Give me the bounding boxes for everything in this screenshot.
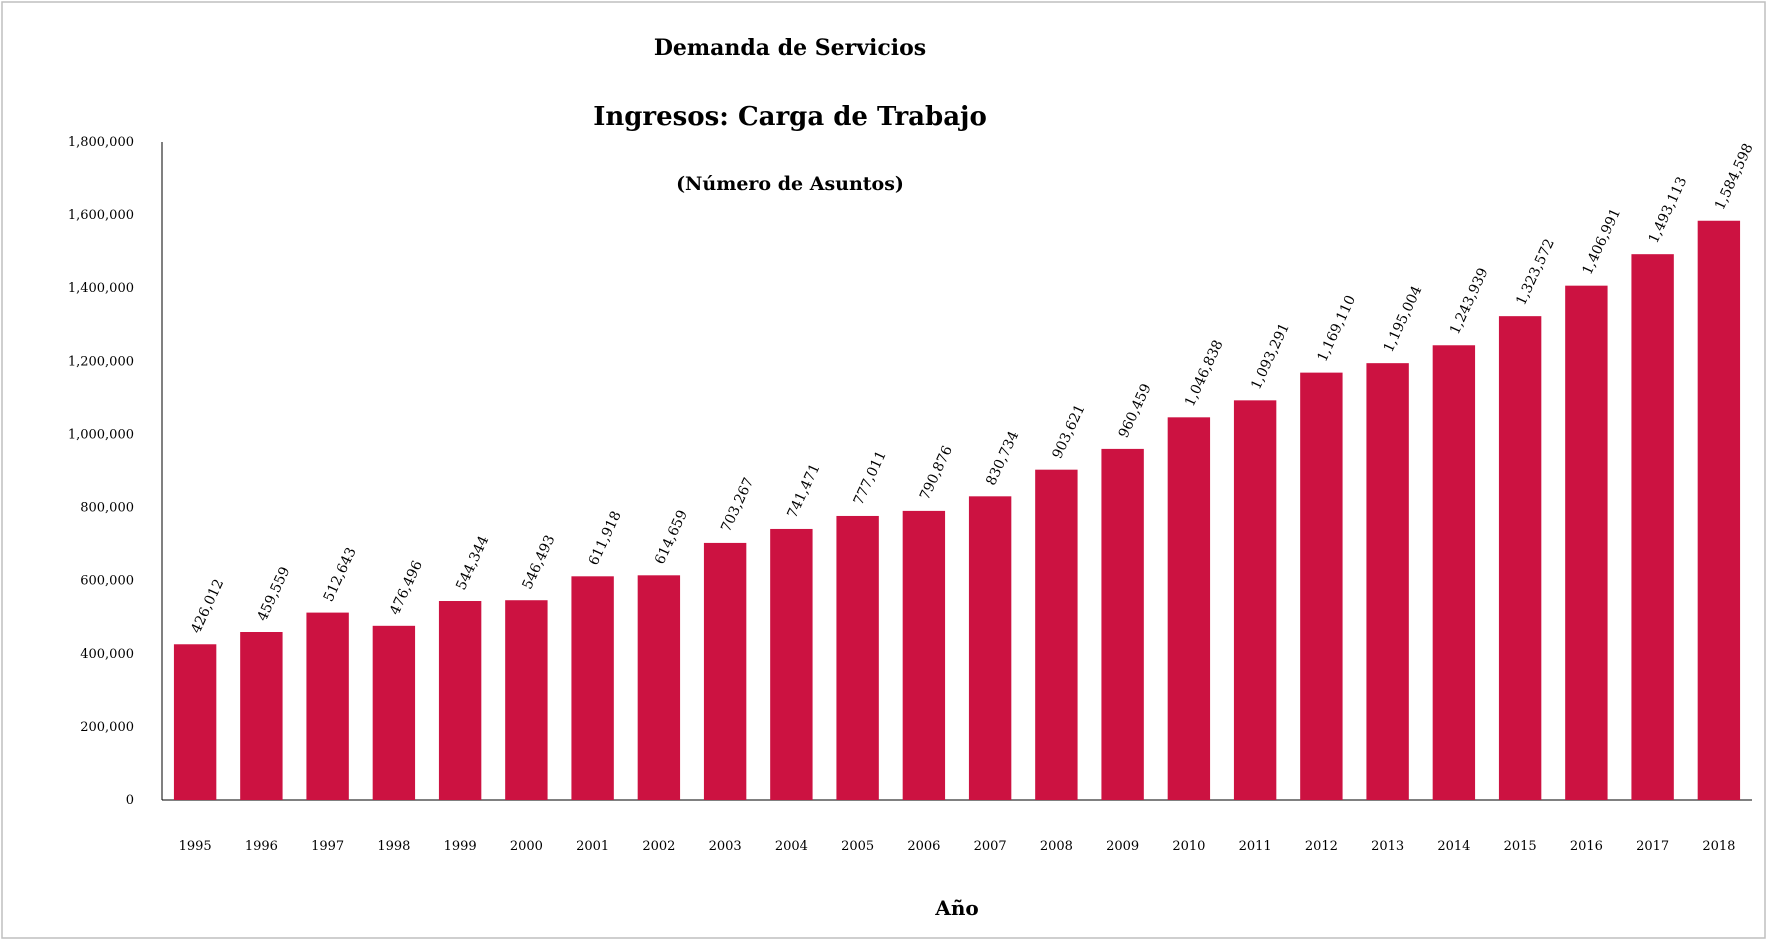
x-axis-label: Año xyxy=(934,896,978,920)
bar-1995 xyxy=(173,644,217,800)
bar-1998 xyxy=(372,625,416,800)
bar-1999 xyxy=(438,601,482,800)
bar-2011 xyxy=(1233,400,1277,800)
bar-2008 xyxy=(1035,469,1078,800)
bar-2006 xyxy=(902,510,946,800)
x-tick-label-2016: 2016 xyxy=(1570,839,1603,854)
x-axis-ticks: 1995 1996 1997 1998 1999 2000 2001 2002 2003 2004… xyxy=(179,839,1736,854)
bar-2000 xyxy=(505,600,548,800)
x-tick-label-2014: 2014 xyxy=(1437,839,1470,854)
bar-1996 xyxy=(240,632,283,800)
bar-2012 xyxy=(1300,372,1343,800)
y-tick-label: 1,600,000 xyxy=(68,208,134,223)
y-tick-label: 0 xyxy=(126,793,134,808)
x-tick-label-2000: 2000 xyxy=(510,839,543,854)
bars xyxy=(173,220,1741,800)
bar-2018 xyxy=(1697,220,1741,800)
y-tick-label: 1,800,000 xyxy=(68,135,134,150)
bar-2017 xyxy=(1631,254,1674,800)
x-tick-label-2017: 2017 xyxy=(1636,839,1669,854)
bar-2007 xyxy=(968,496,1012,800)
bar-2005 xyxy=(836,515,879,800)
y-tick-label: 1,200,000 xyxy=(68,354,134,369)
y-axis-ticks: 0 200,000 400,000 600,000 800,000 1,000,000 1,… xyxy=(68,135,134,808)
bar-2001 xyxy=(571,576,614,800)
bar-2004 xyxy=(770,528,813,800)
x-tick-label-2012: 2012 xyxy=(1305,839,1338,854)
x-tick-label-2004: 2004 xyxy=(775,839,808,854)
x-tick-label-2003: 2003 xyxy=(709,839,742,854)
bar-2010 xyxy=(1167,417,1211,800)
chart-subtitle-units: (Número de Asuntos) xyxy=(676,173,904,195)
x-tick-label-2002: 2002 xyxy=(642,839,675,854)
x-tick-label-2006: 2006 xyxy=(907,839,940,854)
bar-2016 xyxy=(1565,285,1608,800)
bar-2003 xyxy=(703,542,747,800)
x-tick-label-2011: 2011 xyxy=(1239,839,1272,854)
bar-2015 xyxy=(1498,316,1542,800)
y-tick-label: 200,000 xyxy=(80,720,134,735)
x-tick-label-2010: 2010 xyxy=(1172,839,1205,854)
y-tick-label: 400,000 xyxy=(80,647,134,662)
x-tick-label-1997: 1997 xyxy=(311,839,344,854)
bar-2002 xyxy=(637,575,681,800)
x-tick-label-2005: 2005 xyxy=(841,839,874,854)
bar-2009 xyxy=(1101,448,1144,800)
x-tick-label-2008: 2008 xyxy=(1040,839,1073,854)
bar-2014 xyxy=(1432,345,1476,800)
bar-2013 xyxy=(1366,363,1409,800)
chart-title: Demanda de Servicios xyxy=(654,35,926,61)
bar-1997 xyxy=(306,612,349,800)
x-tick-label-1995: 1995 xyxy=(179,839,212,854)
x-tick-label-2007: 2007 xyxy=(974,839,1007,854)
y-tick-label: 800,000 xyxy=(80,501,134,516)
chart-subtitle: Ingresos: Carga de Trabajo xyxy=(593,102,987,132)
x-tick-label-2001: 2001 xyxy=(576,839,609,854)
x-tick-label-1998: 1998 xyxy=(377,839,410,854)
x-tick-label-2013: 2013 xyxy=(1371,839,1404,854)
x-tick-label-1996: 1996 xyxy=(245,839,278,854)
y-tick-label: 1,400,000 xyxy=(68,281,134,296)
x-tick-label-2015: 2015 xyxy=(1504,839,1537,854)
y-tick-label: 600,000 xyxy=(80,574,134,589)
x-tick-label-2018: 2018 xyxy=(1702,839,1735,854)
y-tick-label: 1,000,000 xyxy=(68,427,134,442)
x-tick-label-1999: 1999 xyxy=(444,839,477,854)
x-tick-label-2009: 2009 xyxy=(1106,839,1139,854)
